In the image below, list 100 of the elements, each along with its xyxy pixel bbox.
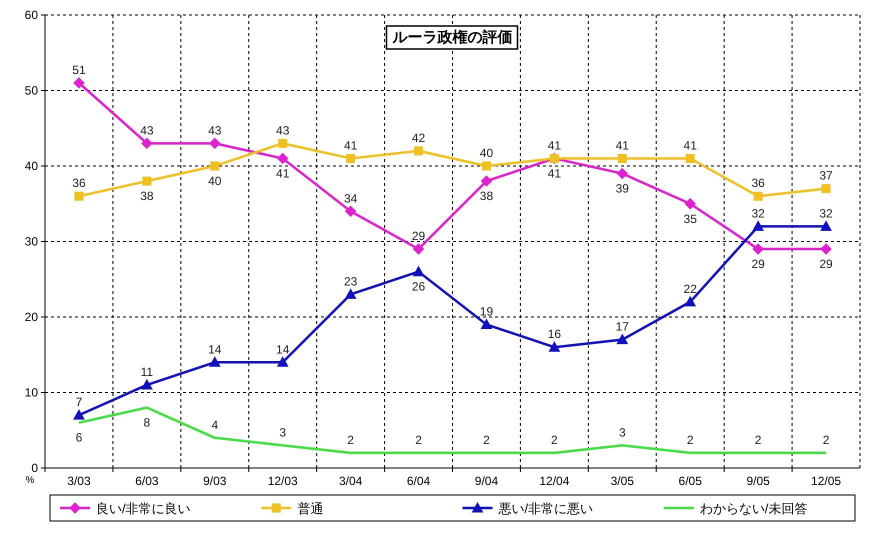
- x-tick-label: 3/03: [67, 474, 91, 488]
- point: [684, 198, 696, 210]
- data-label: 38: [140, 189, 154, 204]
- data-label: 19: [480, 304, 494, 319]
- point: [209, 138, 220, 149]
- data-label: 38: [480, 189, 494, 204]
- x-tick-label: 12/05: [811, 474, 842, 488]
- data-label: 40: [480, 146, 494, 160]
- data-label: 29: [412, 229, 426, 244]
- point: [141, 379, 152, 390]
- data-label: 2: [415, 432, 422, 447]
- x-tick-label: 9/05: [746, 474, 770, 488]
- data-label: 32: [751, 206, 766, 220]
- x-tick-label: 9/03: [203, 474, 227, 488]
- data-label: 17: [616, 320, 630, 334]
- y-tick-label: 10: [24, 386, 38, 400]
- point: [345, 206, 356, 217]
- data-label: 22: [684, 282, 698, 296]
- data-label: 2: [551, 432, 558, 447]
- data-label: 41: [344, 138, 358, 152]
- x-tick-label: 9/04: [474, 474, 498, 488]
- data-label: 40: [208, 174, 222, 188]
- data-label: 42: [412, 130, 426, 145]
- point: [142, 176, 152, 186]
- data-label: 8: [144, 416, 151, 430]
- data-label: 7: [76, 395, 83, 410]
- point: [820, 220, 832, 231]
- point: [616, 168, 628, 180]
- point: [822, 184, 831, 194]
- point: [346, 154, 356, 163]
- data-label: 14: [276, 342, 290, 356]
- data-label: 26: [412, 280, 426, 294]
- point: [209, 356, 220, 367]
- point: [480, 176, 492, 187]
- legend-label: わからない/未回答: [700, 501, 808, 516]
- point: [616, 334, 628, 344]
- point: [684, 296, 696, 306]
- text: ルーラ政権の評価: [392, 29, 512, 46]
- point: [754, 192, 763, 201]
- x-tick-label: 6/04: [406, 474, 431, 488]
- point: [482, 162, 491, 170]
- data-label: 11: [140, 364, 154, 379]
- data-label: 23: [344, 274, 358, 288]
- data-label: 29: [819, 257, 834, 272]
- point: [278, 138, 288, 148]
- x-tick-label: 12/04: [539, 474, 570, 488]
- point: [820, 244, 832, 255]
- data-label: 2: [483, 432, 490, 447]
- legend-label: 良い/非常に良い: [96, 501, 191, 516]
- data-label: 2: [754, 432, 762, 447]
- data-label: 4: [211, 418, 218, 432]
- data-label: 41: [548, 166, 562, 180]
- point: [413, 244, 424, 255]
- x-tick-label: 3/04: [338, 474, 363, 488]
- point: [74, 192, 84, 201]
- point: [73, 410, 84, 420]
- data-label: 36: [751, 176, 766, 190]
- point: [686, 154, 695, 163]
- data-label: 41: [276, 166, 290, 180]
- data-label: 2: [347, 432, 354, 447]
- data-label: 36: [72, 176, 86, 190]
- data-label: 41: [616, 138, 630, 152]
- data-label: 39: [616, 182, 630, 196]
- data-label: 3: [618, 425, 626, 440]
- y-tick-label: 40: [24, 159, 38, 173]
- point: [141, 138, 152, 149]
- data-label: 43: [276, 123, 290, 138]
- data-label: 2: [686, 432, 694, 447]
- point: [73, 77, 84, 88]
- point: [618, 154, 627, 163]
- x-tick-label: 6/05: [678, 474, 702, 488]
- y-tick-label: 20: [24, 310, 38, 324]
- y-tick-label: 50: [24, 84, 38, 98]
- point: [277, 356, 288, 367]
- data-label: 35: [684, 212, 698, 226]
- data-label: 37: [819, 168, 834, 183]
- data-label: 41: [684, 138, 698, 152]
- data-label: 6: [76, 430, 83, 445]
- data-label: 16: [548, 327, 562, 342]
- x-tick-label: 3/05: [610, 474, 634, 488]
- data-label: 2: [822, 432, 830, 447]
- data-label: 51: [72, 62, 86, 77]
- y-tick-label: 30: [24, 234, 38, 248]
- data-label: 34: [344, 191, 358, 206]
- y-tick-label: 60: [24, 8, 38, 22]
- data-label: 32: [819, 206, 834, 220]
- point: [752, 244, 764, 255]
- data-label: 43: [140, 123, 154, 138]
- data-label: 41: [548, 138, 562, 152]
- point: [414, 146, 424, 156]
- data-label: 43: [208, 123, 222, 138]
- point: [413, 266, 424, 276]
- point: [277, 152, 288, 164]
- point: [345, 288, 356, 299]
- y-axis-title: %: [26, 475, 35, 486]
- point: [210, 162, 220, 170]
- y-tick-label: 0: [31, 461, 38, 475]
- data-label: 14: [208, 342, 222, 356]
- x-tick-label: 12/03: [268, 474, 298, 488]
- point: [752, 220, 764, 231]
